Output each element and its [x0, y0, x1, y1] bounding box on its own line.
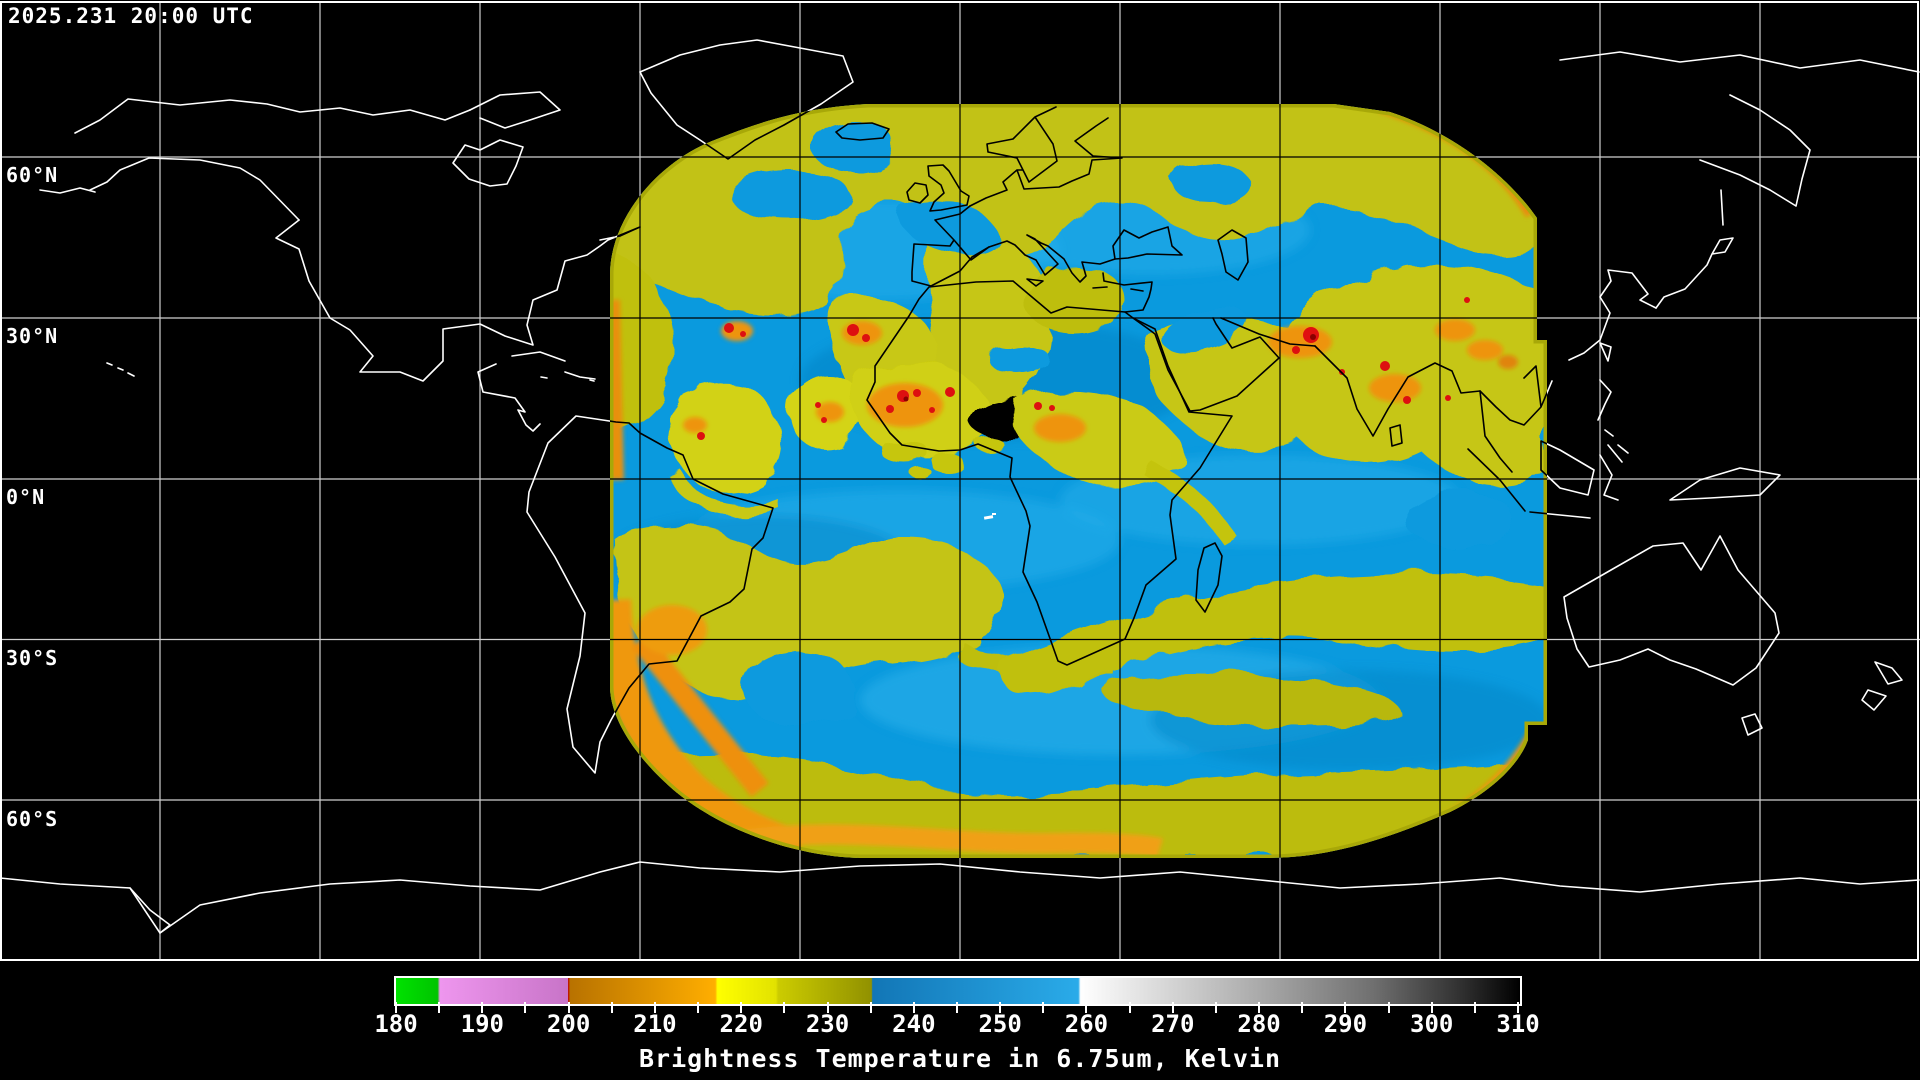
colorbar-label-300: 300 [1410, 1010, 1454, 1038]
cloud-red-cores [697, 297, 1470, 440]
colorbar-tick [524, 1002, 527, 1013]
colorbar-label-230: 230 [805, 1010, 850, 1038]
colorbar-tick-labels: 180 190 200 210 220 230 240 250 260 270 280 290 300 3… [0, 1010, 1920, 1038]
colorbar-tick [1517, 1002, 1519, 1013]
colorbar-label-220: 220 [719, 1010, 763, 1038]
lat-label-30s: 30°S [6, 646, 59, 670]
colorbar-tick [912, 1002, 915, 1013]
cloud-yellow-layer [610, 104, 1547, 858]
colorbar-label-280: 280 [1237, 1010, 1281, 1038]
colorbar-label-250: 250 [978, 1010, 1022, 1038]
colorbar-tick [1473, 1002, 1476, 1013]
lat-label-60n: 60°N [6, 163, 59, 187]
map-border-frame [0, 1, 1919, 961]
white-speck [983, 513, 996, 520]
satellite-footprint [610, 104, 1547, 858]
colorbar-label-310: 310 [1496, 1010, 1540, 1038]
lat-label-60s: 60°S [6, 807, 59, 831]
colorbar-gradient [396, 978, 1520, 1004]
lat-label-30n: 30°N [6, 324, 59, 348]
colorbar-tick [438, 1002, 441, 1013]
colorbar-label-200: 200 [546, 1010, 591, 1038]
colorbar-tick [481, 1002, 484, 1013]
colorbar-label-260: 260 [1064, 1010, 1109, 1038]
colorbar-tick [1214, 1002, 1217, 1013]
colorbar-tick [1344, 1002, 1347, 1013]
colorbar-tick [1128, 1002, 1131, 1013]
colorbar-tick [567, 1002, 570, 1013]
colorbar-tick [1085, 1002, 1088, 1013]
colorbar-tick [697, 1002, 700, 1013]
colorbar-tick [653, 1002, 656, 1013]
colorbar-frame [394, 976, 1522, 1006]
colorbar-tick [1387, 1002, 1390, 1013]
colorbar-tick [1258, 1002, 1261, 1013]
colorbar-tick [1171, 1002, 1174, 1013]
colorbar-tick [610, 1002, 613, 1013]
colorbar-tick [1042, 1002, 1045, 1013]
timestamp-label: 2025.231 20:00 UTC [8, 4, 254, 28]
colorbar-label-270: 270 [1151, 1010, 1195, 1038]
colorbar-tick [1301, 1002, 1304, 1013]
colorbar-tick [956, 1002, 958, 1013]
colorbar-tick [740, 1002, 743, 1013]
lat-label-0n: 0°N [6, 485, 46, 509]
colorbar-label-190: 190 [460, 1010, 504, 1038]
colorbar-caption: Brightness Temperature in 6.75um, Kelvin [638, 1044, 1282, 1073]
colorbar-tick [395, 1002, 397, 1013]
colorbar-label-240: 240 [892, 1010, 936, 1038]
colorbar-ticks [0, 1002, 1920, 1014]
colorbar-tick [826, 1002, 829, 1013]
colorbar-label-290: 290 [1323, 1010, 1368, 1038]
footprint-limb-rim [610, 104, 1547, 858]
colorbar-label-210: 210 [633, 1010, 677, 1038]
colorbar-tick [999, 1002, 1002, 1013]
colorbar-label-180: 180 [374, 1010, 418, 1038]
colorbar-tick [783, 1002, 786, 1013]
colorbar-tick [1430, 1002, 1433, 1013]
colorbar-tick [869, 1002, 872, 1013]
